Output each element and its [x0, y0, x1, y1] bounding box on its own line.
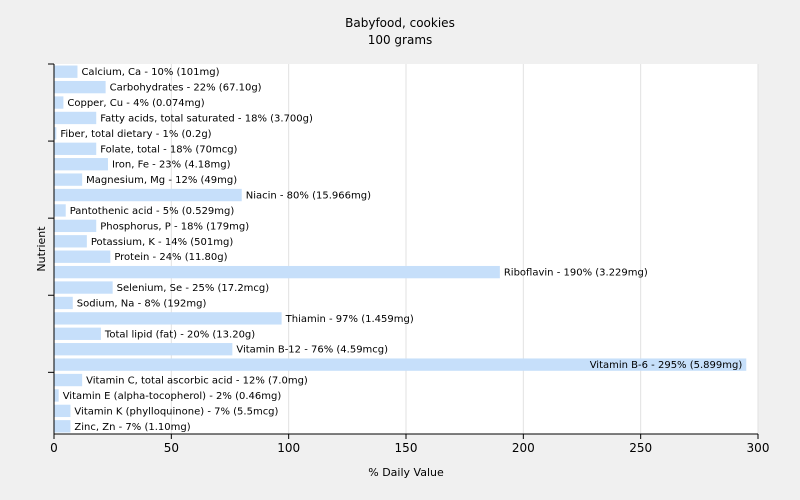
bar-label: Pantothenic acid - 5% (0.529mg): [70, 206, 235, 217]
bar-label: Vitamin B-12 - 76% (4.59mcg): [236, 345, 388, 356]
bar: [54, 327, 101, 340]
bar-label: Zinc, Zn - 7% (1.10mg): [74, 422, 190, 433]
bar: [54, 188, 242, 202]
bar-label: Calcium, Ca - 10% (101mg): [81, 67, 219, 78]
chart-title: Babyfood, cookies: [345, 16, 455, 30]
x-tick-label: 100: [277, 441, 300, 455]
bar-label: Fatty acids, total saturated - 18% (3.70…: [100, 113, 313, 124]
x-tick-label: 200: [512, 441, 535, 455]
bar-label: Vitamin C, total ascorbic acid - 12% (7.…: [86, 376, 308, 387]
x-tick-label: 150: [395, 441, 418, 455]
bar-label: Magnesium, Mg - 12% (49mg): [86, 175, 237, 186]
bar: [54, 404, 71, 418]
bar-label: Total lipid (fat) - 20% (13.20g): [104, 329, 255, 340]
bars: [54, 65, 747, 433]
bar-label: Vitamin E (alpha-tocopherol) - 2% (0.46m…: [63, 391, 282, 402]
bar: [54, 235, 87, 248]
bar: [54, 358, 747, 371]
bar: [54, 111, 97, 125]
bar-label: Vitamin K (phylloquinone) - 7% (5.5mcg): [74, 406, 278, 417]
bar-label: Iron, Fe - 23% (4.18mg): [112, 160, 231, 171]
bar: [54, 420, 71, 433]
bar-labels: Calcium, Ca - 10% (101mg) Carbohydrates -…: [60, 67, 742, 433]
bar-label: Sodium, Na - 8% (192mg): [77, 298, 207, 309]
bar: [54, 80, 106, 94]
x-tick-label: 300: [747, 441, 770, 455]
bar-label: Potassium, K - 14% (501mg): [91, 237, 233, 248]
bar: [54, 265, 500, 279]
y-axis-title: Nutrient: [35, 226, 48, 272]
bar-label: Selenium, Se - 25% (17.2mcg): [117, 283, 270, 294]
bar: [54, 296, 73, 310]
bar: [54, 373, 83, 387]
chart-subtitle: 100 grams: [368, 33, 433, 47]
bar-label: Riboflavin - 190% (3.229mg): [504, 268, 648, 279]
bar-label: Phosphorus, P - 18% (179mg): [100, 221, 249, 232]
bar: [54, 127, 57, 140]
bar-label: Thiamin - 97% (1.459mg): [285, 314, 414, 325]
x-tick-label: 50: [164, 441, 179, 455]
bar: [54, 158, 108, 171]
bar-label: Niacin - 80% (15.966mg): [246, 191, 371, 202]
bar: [54, 250, 111, 263]
axes: 0 50 100 150 200 250 300: [48, 63, 770, 455]
bar: [54, 142, 97, 155]
bar-label: Folate, total - 18% (70mcg): [100, 144, 237, 155]
bar: [54, 389, 59, 402]
bar: [54, 65, 78, 78]
bar-label: Protein - 24% (11.80g): [114, 252, 227, 263]
bar-label: Vitamin B-6 - 295% (5.899mg): [590, 360, 743, 371]
bar: [54, 281, 113, 294]
x-axis-title: % Daily Value: [368, 466, 444, 479]
x-tick-label: 250: [629, 441, 652, 455]
bar-label: Fiber, total dietary - 1% (0.2g): [60, 129, 211, 140]
bar-label: Carbohydrates - 22% (67.10g): [110, 83, 262, 94]
bar: [54, 312, 282, 325]
bar: [54, 343, 233, 356]
bar-label: Copper, Cu - 4% (0.074mg): [67, 98, 204, 109]
bar: [54, 173, 83, 186]
x-tick-label: 0: [50, 441, 58, 455]
bar: [54, 96, 64, 109]
bar: [54, 204, 66, 217]
bar: [54, 219, 97, 233]
